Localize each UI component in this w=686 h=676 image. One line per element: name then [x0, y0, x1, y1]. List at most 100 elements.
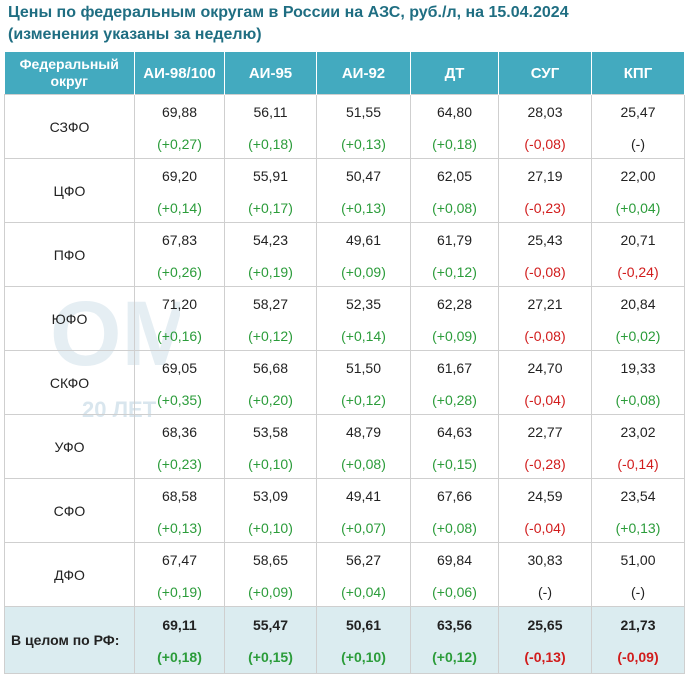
- price-value: 49,61: [345, 231, 382, 248]
- fuel-price-table: Федеральный округ АИ-98/100 АИ-95 АИ-92 …: [4, 52, 685, 674]
- price-cell: 21,73 (-0,09): [591, 606, 685, 674]
- price-cell: 52,35 (+0,14): [316, 286, 411, 351]
- weekly-change: (-): [538, 583, 552, 600]
- price-value: 23,02: [620, 423, 656, 440]
- weekly-change: (+0,19): [248, 263, 293, 280]
- district-name: ЮФО: [4, 286, 135, 351]
- price-cell: 67,83 (+0,26): [134, 222, 225, 287]
- price-value: 51,50: [345, 359, 382, 376]
- price-value: 55,47: [252, 617, 289, 633]
- weekly-change: (-0,08): [524, 327, 566, 344]
- column-header-ai98: АИ-98/100: [134, 52, 225, 95]
- price-value: 55,91: [252, 167, 289, 184]
- price-value: 67,66: [436, 487, 473, 504]
- price-cell: 53,58 (+0,10): [224, 414, 317, 479]
- price-cell: 64,80 (+0,18): [410, 94, 499, 159]
- price-cell: 22,00 (+0,04): [591, 158, 685, 223]
- weekly-change: (+0,19): [157, 583, 202, 600]
- price-value: 25,43: [527, 231, 563, 248]
- price-value: 62,05: [436, 167, 473, 184]
- price-value: 69,84: [436, 551, 473, 568]
- price-value: 21,73: [620, 617, 656, 633]
- district-name: СКФО: [4, 350, 135, 415]
- price-value: 56,27: [345, 551, 382, 568]
- page-title: Цены по федеральным округам в России на …: [8, 2, 684, 46]
- price-value: 30,83: [527, 551, 563, 568]
- weekly-change: (-0,13): [524, 649, 566, 665]
- price-value: 50,47: [345, 167, 382, 184]
- weekly-change: (+0,06): [432, 583, 477, 600]
- price-value: 22,00: [620, 167, 656, 184]
- price-cell: 69,11 (+0,18): [134, 606, 225, 674]
- weekly-change: (+0,10): [248, 519, 293, 536]
- price-cell: 51,55 (+0,13): [316, 94, 411, 159]
- weekly-change: (+0,12): [341, 391, 386, 408]
- district-name: ЦФО: [4, 158, 135, 223]
- price-value: 61,67: [436, 359, 473, 376]
- district-name: ДФО: [4, 542, 135, 607]
- price-value: 63,56: [436, 617, 473, 633]
- weekly-change: (+0,23): [157, 455, 202, 472]
- column-header-kpg: КПГ: [591, 52, 685, 95]
- table-row: СЗФО 69,88 (+0,27) 56,11 (+0,18) 51,55 (+0,13)…: [4, 94, 685, 159]
- price-value: 25,65: [527, 617, 563, 633]
- weekly-change: (+0,20): [248, 391, 293, 408]
- price-value: 27,21: [527, 295, 563, 312]
- price-value: 56,11: [253, 103, 288, 120]
- price-cell: 30,83 (-): [498, 542, 592, 607]
- price-value: 52,35: [345, 295, 382, 312]
- price-value: 69,20: [161, 167, 198, 184]
- price-value: 28,03: [527, 103, 563, 120]
- weekly-change: (-): [631, 135, 645, 152]
- weekly-change: (+0,13): [341, 199, 386, 216]
- table-row: ДФО 67,47 (+0,19) 58,65 (+0,09) 56,27 (+0,04) 6…: [4, 542, 685, 607]
- weekly-change: (-0,08): [524, 135, 566, 152]
- title-line-2: (изменения указаны за неделю): [8, 26, 262, 43]
- weekly-change: (+0,09): [432, 327, 477, 344]
- weekly-change: (+0,04): [615, 199, 661, 216]
- price-value: 48,79: [345, 423, 382, 440]
- price-cell: 27,21 (-0,08): [498, 286, 592, 351]
- weekly-change: (-0,28): [524, 455, 566, 472]
- price-cell: 69,05 (+0,35): [134, 350, 225, 415]
- table-row: СФО 68,58 (+0,13) 53,09 (+0,10) 49,41 (+0,07) 6…: [4, 478, 685, 543]
- price-cell: 62,05 (+0,08): [410, 158, 499, 223]
- weekly-change: (+0,13): [341, 135, 386, 152]
- weekly-change: (+0,18): [157, 649, 202, 665]
- price-cell: 56,27 (+0,04): [316, 542, 411, 607]
- weekly-change: (+0,13): [157, 519, 202, 536]
- price-cell: 24,59 (-0,04): [498, 478, 592, 543]
- column-header-district: Федеральный округ: [4, 52, 135, 95]
- price-value: 67,47: [161, 551, 198, 568]
- weekly-change: (+0,04): [341, 583, 386, 600]
- weekly-change: (+0,09): [341, 263, 386, 280]
- price-cell: 20,71 (-0,24): [591, 222, 685, 287]
- price-cell: 49,61 (+0,09): [316, 222, 411, 287]
- weekly-change: (-0,23): [524, 199, 566, 216]
- weekly-change: (+0,16): [157, 327, 202, 344]
- weekly-change: (-0,08): [524, 263, 566, 280]
- weekly-change: (+0,27): [157, 135, 202, 152]
- weekly-change: (+0,35): [157, 391, 202, 408]
- district-name: ПФО: [4, 222, 135, 287]
- price-cell: 61,67 (+0,28): [410, 350, 499, 415]
- price-cell: 56,11 (+0,18): [224, 94, 317, 159]
- price-cell: 25,43 (-0,08): [498, 222, 592, 287]
- district-name: СФО: [4, 478, 135, 543]
- price-cell: 19,33 (+0,08): [591, 350, 685, 415]
- price-cell: 22,77 (-0,28): [498, 414, 592, 479]
- price-value: 61,79: [436, 231, 473, 248]
- price-value: 69,11: [162, 617, 197, 633]
- price-cell: 62,28 (+0,09): [410, 286, 499, 351]
- column-header-ai95: АИ-95: [224, 52, 317, 95]
- price-value: 53,09: [252, 487, 289, 504]
- price-cell: 23,54 (+0,13): [591, 478, 685, 543]
- price-cell: 63,56 (+0,12): [410, 606, 499, 674]
- price-cell: 27,19 (-0,23): [498, 158, 592, 223]
- price-value: 64,80: [436, 103, 473, 120]
- price-cell: 53,09 (+0,10): [224, 478, 317, 543]
- price-value: 53,58: [252, 423, 289, 440]
- weekly-change: (+0,15): [248, 649, 293, 665]
- district-name: УФО: [4, 414, 135, 479]
- price-value: 22,77: [527, 423, 563, 440]
